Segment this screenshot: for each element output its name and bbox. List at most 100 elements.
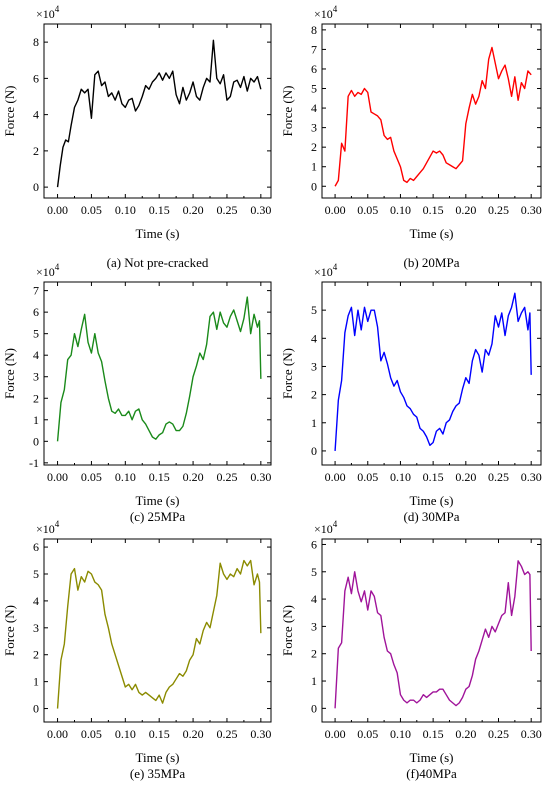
y-multiplier-base: ×10 <box>314 265 333 279</box>
x-tick-label: 0.30 <box>250 727 271 741</box>
x-tick-label: 0.10 <box>390 470 411 484</box>
x-tick-label: 0.05 <box>81 203 102 217</box>
x-tick-label: 0.10 <box>390 203 411 217</box>
x-tick-label: 0.05 <box>357 203 378 217</box>
y-multiplier-base: ×10 <box>314 522 333 536</box>
x-tick-label: 0.30 <box>250 470 271 484</box>
y-tick-label: 5 <box>311 303 317 317</box>
y-multiplier: ×104 <box>36 262 60 279</box>
y-tick-label: 5 <box>311 82 317 96</box>
x-tick-label: 0.00 <box>325 203 346 217</box>
y-tick-label: 1 <box>311 160 317 174</box>
y-tick-label: 7 <box>33 284 39 298</box>
y-tick-label: 4 <box>33 594 39 608</box>
y-tick-label: 5 <box>33 567 39 581</box>
y-multiplier: ×104 <box>314 519 338 536</box>
y-tick-label: 3 <box>311 359 317 373</box>
x-tick-label: 0.15 <box>423 203 444 217</box>
y-tick-label: 0 <box>33 702 39 716</box>
y-tick-label: 1 <box>311 416 317 430</box>
panel-f: 0.00 0.05 0.10 0.15 0.20 0.25 0.300123456×104T… <box>280 519 542 781</box>
y-multiplier: ×104 <box>36 4 60 21</box>
y-tick-label: -1 <box>29 456 39 470</box>
y-multiplier-exponent: 4 <box>55 4 60 14</box>
panel-caption: (a) Not pre-cracked <box>107 255 209 270</box>
x-tick-label: 0.00 <box>47 727 68 741</box>
y-tick-label: 7 <box>311 42 317 56</box>
x-tick-label: 0.25 <box>488 727 509 741</box>
x-tick-label: 0.25 <box>488 470 509 484</box>
panel-caption: (b) 20MPa <box>404 255 460 270</box>
x-tick-label: 0.05 <box>357 470 378 484</box>
y-axis-label: Force (N) <box>2 348 17 399</box>
x-axis-label: Time (s) <box>136 750 180 765</box>
y-multiplier: ×104 <box>314 262 338 279</box>
y-tick-label: 8 <box>33 35 39 49</box>
y-tick-label: 0 <box>33 434 39 448</box>
y-tick-label: 6 <box>311 537 317 551</box>
y-axis-label: Force (N) <box>280 605 295 656</box>
y-tick-label: 2 <box>311 140 317 154</box>
x-tick-label: 0.05 <box>81 727 102 741</box>
x-tick-label: 0.25 <box>216 203 237 217</box>
y-tick-label: 6 <box>33 305 39 319</box>
y-multiplier-exponent: 4 <box>333 4 338 14</box>
x-tick-label: 0.15 <box>149 203 170 217</box>
plot-frame <box>43 23 272 199</box>
series-line <box>56 296 262 442</box>
x-tick-label: 0.10 <box>390 727 411 741</box>
panel-caption: (d) 30MPa <box>404 509 460 524</box>
x-tick-label: 0.15 <box>423 470 444 484</box>
x-tick-label: 0.15 <box>423 727 444 741</box>
x-axis-label: Time (s) <box>410 226 454 241</box>
x-tick-label: 0.10 <box>115 203 136 217</box>
panel-a: 0.00 0.05 0.10 0.15 0.20 0.25 0.3002468×104Tim… <box>2 4 272 270</box>
panel-c: 0.00 0.05 0.10 0.15 0.20 0.25 0.30 -1 0 1 2 3 4 5 6 7 ×1… <box>2 262 272 524</box>
x-tick-label: 0.20 <box>183 470 204 484</box>
x-axis-label: Time (s) <box>136 226 180 241</box>
y-tick-label: 0 <box>33 180 39 194</box>
y-tick-label: 6 <box>311 62 317 76</box>
panel-d: 0.00 0.05 0.10 0.15 0.20 0.25 0.30012345×104Ti… <box>280 262 542 524</box>
y-tick-label: 8 <box>311 23 317 37</box>
y-axis-label: Force (N) <box>280 86 295 137</box>
y-tick-label: 3 <box>33 621 39 635</box>
x-tick-label: 0.00 <box>47 203 68 217</box>
y-tick-label: 2 <box>33 648 39 662</box>
x-tick-label: 0.30 <box>250 203 271 217</box>
x-tick-label: 0.30 <box>521 203 542 217</box>
series-line <box>334 46 532 187</box>
x-tick-label: 0.00 <box>47 470 68 484</box>
y-multiplier: ×104 <box>36 519 60 536</box>
y-tick-label: 4 <box>311 331 317 345</box>
plot-frame <box>321 281 542 466</box>
y-tick-label: 4 <box>311 592 317 606</box>
x-tick-label: 0.00 <box>325 727 346 741</box>
x-tick-label: 0.10 <box>115 727 136 741</box>
y-axis-label: Force (N) <box>2 86 17 137</box>
x-tick-label: 0.20 <box>183 727 204 741</box>
series-line <box>334 560 532 709</box>
y-tick-label: 5 <box>311 565 317 579</box>
y-tick-label: 5 <box>33 327 39 341</box>
y-axis-label: Force (N) <box>280 348 295 399</box>
x-tick-label: 0.20 <box>455 727 476 741</box>
y-tick-label: 3 <box>311 619 317 633</box>
y-multiplier-base: ×10 <box>36 265 55 279</box>
x-tick-label: 0.20 <box>455 470 476 484</box>
panel-e: 0.00 0.05 0.10 0.15 0.20 0.25 0.300123456×104T… <box>2 519 272 781</box>
y-tick-label: 3 <box>33 370 39 384</box>
plot-frame <box>43 538 272 723</box>
series-line <box>56 559 262 709</box>
y-multiplier-base: ×10 <box>314 7 333 21</box>
panel-caption: (e) 35MPa <box>130 766 185 781</box>
y-multiplier-exponent: 4 <box>333 262 338 272</box>
y-multiplier-exponent: 4 <box>333 519 338 529</box>
y-tick-label: 2 <box>311 388 317 402</box>
plot-frame <box>321 538 542 723</box>
panel-b: 0.00 0.05 0.10 0.15 0.20 0.25 0.30 0 1 2 3 4 5 6 7 8 ×10… <box>280 4 542 270</box>
y-multiplier-base: ×10 <box>36 522 55 536</box>
y-multiplier-exponent: 4 <box>55 519 60 529</box>
x-tick-label: 0.00 <box>325 470 346 484</box>
